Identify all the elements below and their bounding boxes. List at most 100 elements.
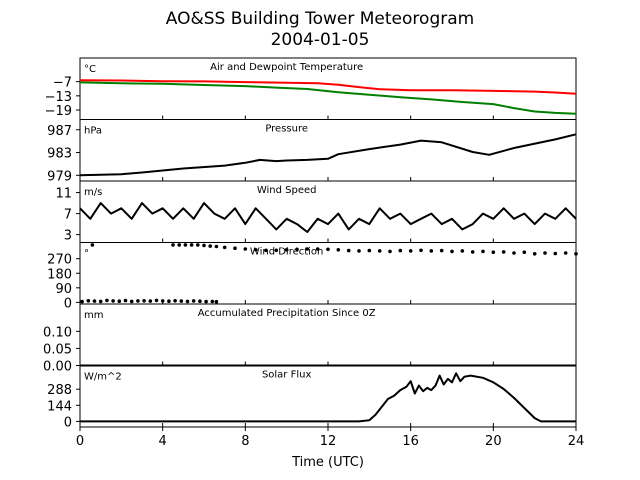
wind_direction-point xyxy=(367,248,372,253)
panel-unit: W/m^2 xyxy=(84,372,122,383)
y-tick-label: 0.10 xyxy=(43,325,72,340)
y-tick-label: 180 xyxy=(47,267,72,282)
panel-pressure: 979 983 987 Pressure hPa xyxy=(47,119,577,184)
panel-temperature: −7−13−19 Air and Dewpoint Temperature °C xyxy=(45,57,577,120)
figure-subtitle: 2004-01-05 xyxy=(271,30,370,50)
wind_direction-point xyxy=(553,251,558,256)
wind_direction-point xyxy=(336,248,341,252)
y-tick-label: 0.05 xyxy=(43,342,72,357)
wind_direction-point xyxy=(214,244,219,249)
y-tick-label: 144 xyxy=(47,399,72,414)
x-tick-label: 20 xyxy=(485,434,502,449)
wind_direction-point xyxy=(305,247,310,251)
panel-wind_speed: 3 7 11 Wind Speed m/s xyxy=(55,180,577,244)
panel-frame xyxy=(79,242,577,305)
y-tick-label: 3 xyxy=(64,229,72,244)
wind_direction-point xyxy=(177,243,181,247)
wind_direction-point xyxy=(501,250,506,254)
y-tick-label: 983 xyxy=(47,147,72,162)
wind_direction-point xyxy=(142,299,146,303)
wind_direction-point xyxy=(295,247,299,252)
x-tick-label: 16 xyxy=(402,434,419,449)
wind_direction-point xyxy=(481,249,485,254)
wind_direction-point xyxy=(111,299,115,303)
x-axis: 0 4 8 12 16 20 24 xyxy=(76,427,584,449)
x-axis-label: Time (UTC) xyxy=(291,455,364,470)
x-tick-label: 12 xyxy=(320,434,337,449)
wind_direction-point xyxy=(264,248,268,253)
wind_direction-point xyxy=(98,299,103,304)
panel-title: Pressure xyxy=(265,124,308,135)
wind_direction-point xyxy=(90,243,95,247)
wind_direction-point xyxy=(388,249,392,254)
y-tick-label: −7 xyxy=(53,76,72,91)
panel-precipitation: 0.00 0.05 0.10 Accumulated Precipitation Si… xyxy=(43,303,577,375)
panel-title: Air and Dewpoint Temperature xyxy=(210,62,363,73)
wind_direction-point xyxy=(154,298,159,303)
wind_direction-point xyxy=(210,299,215,304)
figure-title: AO&SS Building Tower Meteorogram xyxy=(166,9,474,29)
wind_direction-point xyxy=(233,246,237,250)
solar_flux-series-line-0 xyxy=(80,372,576,423)
wind_direction-point xyxy=(196,243,200,247)
panel-unit: hPa xyxy=(84,126,102,137)
temperature-series-line-1 xyxy=(79,81,577,115)
x-tick-label: 4 xyxy=(159,434,167,449)
wind_direction-point xyxy=(274,248,279,253)
wind_direction-point xyxy=(179,299,184,303)
wind_direction-point xyxy=(450,249,454,254)
wind_direction-point xyxy=(439,248,444,253)
wind_direction-point xyxy=(86,299,91,303)
x-tick-label: 0 xyxy=(76,434,84,449)
y-tick-label: 0 xyxy=(64,415,72,430)
wind_direction-point xyxy=(202,243,206,248)
chart-panels: −7−13−19 Air and Dewpoint Temperature °C 97… xyxy=(43,57,578,430)
wind_speed-series-line-0 xyxy=(79,202,577,233)
wind_direction-point xyxy=(408,249,413,253)
wind_direction-point xyxy=(183,243,188,247)
y-tick-label: 7 xyxy=(64,208,72,223)
wind_direction-point xyxy=(148,299,153,303)
x-tick-label: 8 xyxy=(241,434,249,449)
wind_direction-point xyxy=(204,299,208,304)
wind_direction-point xyxy=(198,299,202,304)
wind_direction-point xyxy=(189,243,194,247)
wind_direction-point xyxy=(243,247,248,251)
x-tick-label: 24 xyxy=(568,434,585,449)
y-tick-label: 0.00 xyxy=(43,360,72,375)
wind_direction-point xyxy=(253,248,258,252)
temperature-series-line-0 xyxy=(79,79,577,95)
wind_direction-point xyxy=(214,299,219,304)
y-tick-label: 0 xyxy=(64,296,72,311)
panel-title: Solar Flux xyxy=(262,370,312,381)
wind_direction-point xyxy=(117,299,122,304)
wind_direction-point xyxy=(522,250,527,254)
wind_direction-point xyxy=(460,249,465,253)
wind_direction-point xyxy=(543,251,547,255)
wind_direction-point xyxy=(284,248,289,252)
wind_direction-point xyxy=(185,299,190,304)
wind_direction-point xyxy=(123,298,128,303)
wind_direction-point xyxy=(419,248,423,253)
panel-unit: mm xyxy=(84,310,103,321)
wind_direction-point xyxy=(574,252,578,256)
wind_direction-point xyxy=(470,250,475,254)
y-tick-label: 270 xyxy=(47,253,72,268)
panel-frame xyxy=(79,365,577,428)
panel-unit: m/s xyxy=(84,187,102,198)
wind_direction-point xyxy=(429,249,434,253)
y-tick-label: 11 xyxy=(55,187,72,202)
wind_direction-point xyxy=(191,299,196,303)
wind_direction-point xyxy=(80,299,84,304)
y-tick-label: 979 xyxy=(47,169,72,184)
y-tick-label: −13 xyxy=(45,90,72,105)
wind_direction-point xyxy=(167,299,171,304)
wind_direction-point xyxy=(357,249,361,253)
wind_direction-point xyxy=(377,249,382,253)
wind_direction-point xyxy=(398,248,403,253)
wind_direction-point xyxy=(512,251,516,255)
wind_direction-point xyxy=(105,298,109,303)
